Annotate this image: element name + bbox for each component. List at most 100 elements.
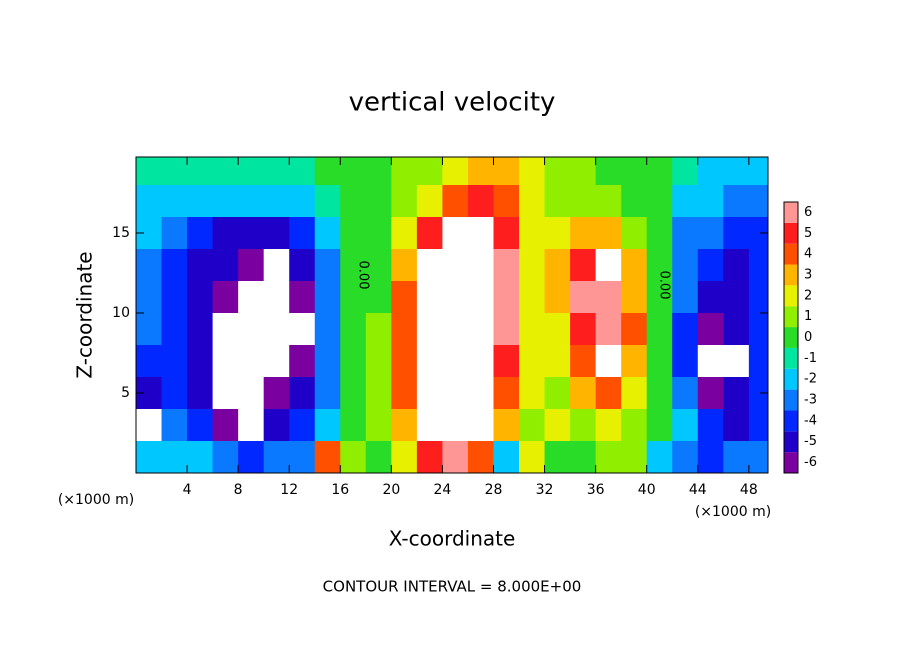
cell (646, 377, 673, 410)
cell (467, 185, 494, 218)
cell (391, 157, 418, 186)
cell (646, 249, 673, 282)
x-axis-label: X-coordinate (389, 527, 516, 551)
cell (416, 345, 443, 378)
cell (289, 377, 316, 410)
cell (723, 345, 750, 378)
cell (723, 281, 750, 314)
cell (646, 441, 673, 474)
cell (187, 377, 214, 410)
cell (365, 249, 392, 282)
cell (697, 185, 724, 218)
cell (467, 281, 494, 314)
cell (391, 313, 418, 346)
cell (748, 441, 769, 474)
cell (672, 313, 699, 346)
cell (161, 281, 188, 314)
cell (442, 441, 469, 474)
cell (442, 185, 469, 218)
cell (723, 185, 750, 218)
cell (161, 377, 188, 410)
cell (263, 281, 290, 314)
cell (187, 185, 214, 218)
cell (161, 409, 188, 442)
cell (365, 377, 392, 410)
cell (621, 217, 648, 250)
cell (340, 345, 367, 378)
cell (748, 281, 769, 314)
cell (340, 249, 367, 282)
cell (697, 217, 724, 250)
colorbar-cell (784, 243, 798, 265)
cell (391, 249, 418, 282)
cell (340, 313, 367, 346)
cell (263, 185, 290, 218)
cell (365, 345, 392, 378)
x-tick-label: 40 (638, 482, 656, 498)
cell (723, 157, 750, 186)
cell (340, 377, 367, 410)
cell (519, 409, 546, 442)
cell (340, 441, 367, 474)
cell (544, 313, 571, 346)
cell (672, 185, 699, 218)
cell (136, 313, 163, 346)
cell (646, 281, 673, 314)
cell (723, 441, 750, 474)
cell (493, 185, 520, 218)
cell (161, 157, 188, 186)
colorbar-cell (784, 222, 798, 244)
colorbar-tick-label: 4 (804, 247, 812, 262)
cell (340, 157, 367, 186)
cell (314, 185, 341, 218)
colorbar-cell (784, 452, 798, 473)
cell (467, 157, 494, 186)
cell (416, 313, 443, 346)
cell (570, 313, 597, 346)
cell (544, 281, 571, 314)
cell (723, 409, 750, 442)
cell (595, 345, 622, 378)
cell (621, 281, 648, 314)
cell (595, 409, 622, 442)
cell (570, 157, 597, 186)
cell (493, 313, 520, 346)
cell (493, 157, 520, 186)
cell (595, 249, 622, 282)
cell (595, 377, 622, 410)
cell (442, 157, 469, 186)
cell (238, 441, 265, 474)
cell (263, 313, 290, 346)
cell (340, 281, 367, 314)
x-tick-label: 4 (183, 482, 192, 498)
cell (289, 441, 316, 474)
cell (493, 441, 520, 474)
cell (212, 441, 239, 474)
cell (723, 217, 750, 250)
cell (161, 185, 188, 218)
colorbar-cell (784, 389, 798, 411)
cell (314, 441, 341, 474)
cell (544, 217, 571, 250)
cell (595, 157, 622, 186)
colorbar-tick-label: -6 (804, 455, 817, 470)
cell (161, 345, 188, 378)
x-tick-label: 8 (234, 482, 243, 498)
cell (263, 409, 290, 442)
cell (570, 281, 597, 314)
cell (595, 281, 622, 314)
contour-label: 0.00 (657, 271, 672, 300)
cell (365, 441, 392, 474)
cell (697, 157, 724, 186)
cell (212, 409, 239, 442)
colorbar-tick-label: -5 (804, 434, 817, 449)
cell (212, 313, 239, 346)
cell (416, 157, 443, 186)
cell (570, 345, 597, 378)
cell (314, 157, 341, 186)
cell (238, 313, 265, 346)
cell (391, 217, 418, 250)
cell (646, 185, 673, 218)
cell (391, 409, 418, 442)
cell (187, 409, 214, 442)
